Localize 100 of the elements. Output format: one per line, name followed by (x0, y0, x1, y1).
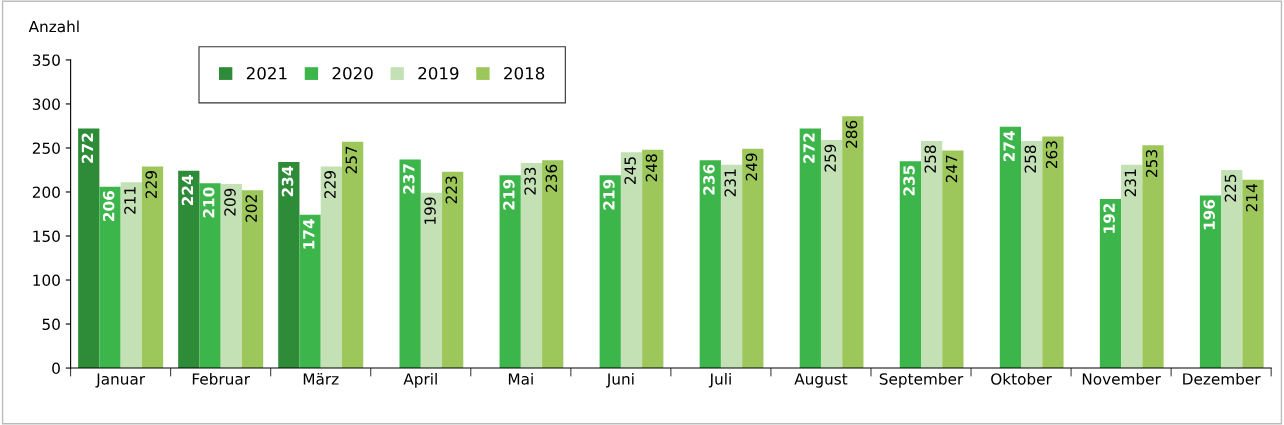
data-label: 249 (745, 153, 758, 181)
data-label: 209 (224, 188, 236, 216)
bar (1042, 136, 1064, 369)
bar (299, 214, 321, 369)
bar (899, 161, 921, 369)
legend-label: 2019 (418, 66, 459, 80)
bar (599, 175, 621, 369)
bar (220, 184, 242, 369)
bar (99, 186, 121, 369)
data-label: 202 (245, 195, 258, 222)
x-tick-label: September (879, 372, 964, 388)
data-label: 259 (824, 144, 837, 172)
legend-label: 2021 (246, 66, 287, 80)
y-axis-title: Anzahl (28, 20, 79, 33)
bar (1221, 169, 1243, 369)
data-label: 272 (81, 133, 93, 163)
data-label: 258 (924, 145, 937, 173)
x-tick-label: Dezember (1183, 372, 1261, 385)
x-tick-label: November (1082, 372, 1161, 385)
bar (720, 164, 743, 369)
bar (399, 159, 421, 369)
data-label: 274 (1003, 131, 1015, 162)
y-tick-label: 50 (42, 318, 60, 331)
data-label: 258 (1024, 145, 1037, 173)
data-label: 192 (1103, 203, 1115, 233)
bar (241, 190, 264, 369)
data-label: 235 (903, 165, 915, 196)
data-label: 236 (703, 164, 715, 195)
bar (742, 148, 764, 369)
data-label: 245 (624, 157, 636, 184)
data-label: 219 (603, 179, 615, 210)
data-label: 253 (1145, 150, 1158, 177)
y-tick-label: 0 (52, 362, 60, 375)
data-label: 199 (424, 197, 436, 224)
x-tick-label: April (403, 372, 437, 388)
bar (320, 166, 342, 369)
bar (999, 126, 1022, 369)
y-tick-label: 350 (32, 54, 60, 66)
data-label: 263 (1045, 141, 1058, 169)
bar (520, 162, 543, 369)
bar (842, 116, 864, 369)
data-label: 248 (645, 154, 658, 182)
bar (799, 128, 821, 369)
bar (642, 149, 664, 369)
data-label: 214 (1245, 184, 1258, 212)
bar (542, 160, 564, 369)
x-tick-label: Oktober (991, 372, 1052, 385)
data-label: 247 (945, 155, 958, 183)
y-tick-label: 100 (33, 274, 60, 287)
x-tick-label: Juli (708, 372, 731, 388)
bar (820, 140, 843, 369)
bar (178, 170, 200, 369)
data-label: 286 (845, 120, 858, 148)
data-label: 237 (403, 164, 415, 194)
bar (499, 175, 521, 369)
bar (278, 162, 300, 369)
data-label: 236 (545, 164, 558, 192)
data-label: 196 (1203, 199, 1215, 230)
y-tick-label: 250 (32, 142, 60, 154)
x-tick-label: Juni (606, 372, 634, 388)
data-label: 211 (124, 187, 136, 214)
bar (1099, 199, 1122, 369)
bar (442, 171, 464, 369)
legend-label: 2020 (332, 66, 373, 80)
y-tick-label: 150 (33, 230, 60, 243)
bar (699, 160, 721, 369)
bar (341, 141, 364, 369)
data-label: 219 (503, 179, 515, 210)
bar (1242, 179, 1264, 369)
bar (120, 182, 142, 369)
data-label: 210 (202, 187, 215, 218)
bar (199, 183, 221, 369)
bar (942, 150, 964, 369)
data-label: 223 (445, 176, 458, 204)
bar (620, 152, 643, 369)
y-tick-label: 300 (32, 98, 60, 110)
x-tick-label: Januar (95, 373, 146, 388)
data-label: 234 (281, 166, 294, 197)
data-label: 224 (181, 175, 194, 206)
bar (1121, 164, 1143, 369)
data-label: 206 (102, 191, 115, 221)
bar (141, 166, 164, 369)
data-label: 231 (724, 169, 736, 197)
data-label: 233 (524, 167, 536, 195)
bar (78, 128, 100, 369)
bar (420, 192, 443, 369)
x-tick-label: März (303, 372, 339, 385)
legend-label: 2018 (504, 66, 545, 80)
bar (1199, 195, 1222, 369)
bar (921, 140, 943, 369)
x-tick-label: August (794, 373, 848, 388)
data-label: 174 (303, 219, 315, 249)
bar (1021, 140, 1043, 369)
y-tick-label: 200 (32, 186, 60, 198)
data-label: 257 (345, 146, 358, 174)
data-label: 225 (1224, 174, 1237, 202)
x-tick-label: Februar (192, 372, 251, 385)
data-label: 272 (803, 133, 815, 163)
x-tick-label: Mai (508, 372, 533, 385)
data-label: 229 (324, 171, 336, 199)
